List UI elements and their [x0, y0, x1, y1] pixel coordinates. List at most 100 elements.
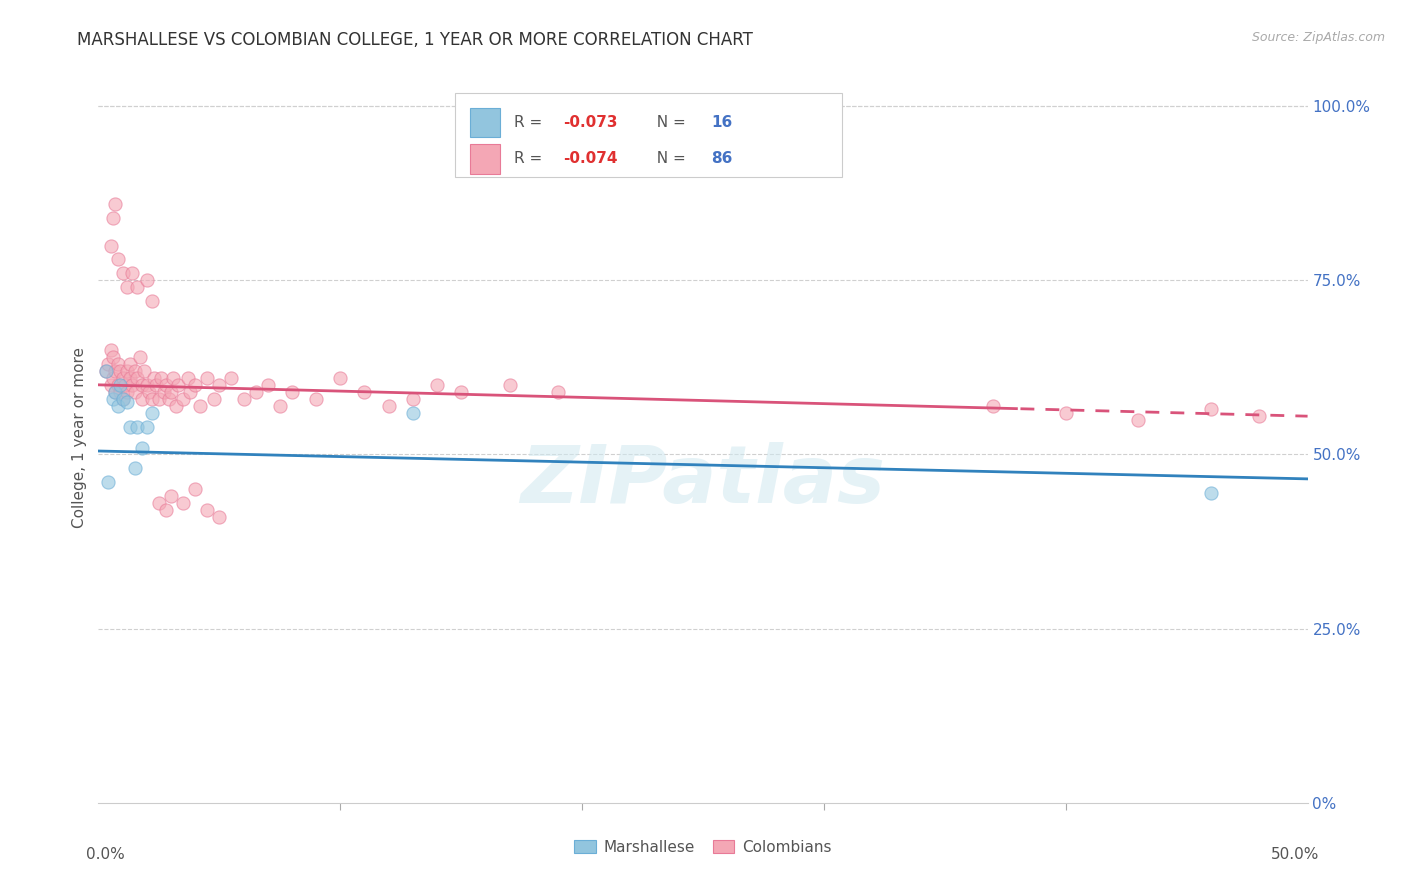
Point: [117, 280, 139, 294]
Point: [145, 377, 167, 392]
Point: [111, 392, 134, 406]
Point: [107, 399, 129, 413]
Point: [114, 377, 136, 392]
Point: [141, 392, 163, 406]
Point: [981, 399, 1004, 413]
Point: [1199, 485, 1222, 500]
Point: [232, 392, 254, 406]
Text: 50.0%: 50.0%: [1271, 847, 1320, 862]
Point: [107, 252, 129, 267]
Bar: [470, 145, 501, 174]
Point: [100, 238, 122, 252]
Point: [94, 364, 117, 378]
Point: [143, 371, 166, 385]
Text: MARSHALLESE VS COLOMBIAN COLLEGE, 1 YEAR OR MORE CORRELATION CHART: MARSHALLESE VS COLOMBIAN COLLEGE, 1 YEAR…: [77, 31, 754, 49]
Point: [100, 377, 122, 392]
Point: [1128, 412, 1150, 426]
Point: [195, 371, 218, 385]
Point: [124, 384, 146, 399]
Point: [152, 384, 174, 399]
Point: [155, 377, 177, 392]
Point: [101, 392, 124, 406]
Text: -0.074: -0.074: [562, 152, 617, 167]
Point: [148, 392, 170, 406]
Point: [108, 377, 131, 392]
Point: [157, 392, 180, 406]
Text: 16: 16: [711, 115, 733, 130]
Point: [128, 350, 150, 364]
Point: [377, 399, 399, 413]
Point: [245, 384, 267, 399]
Point: [135, 419, 157, 434]
Point: [305, 392, 328, 406]
Point: [117, 364, 139, 378]
Point: [94, 364, 117, 378]
Point: [269, 399, 291, 413]
Point: [104, 196, 127, 211]
Point: [100, 343, 122, 357]
Point: [111, 371, 134, 385]
Point: [131, 441, 153, 455]
Point: [118, 419, 141, 434]
Point: [155, 503, 177, 517]
Text: Source: ZipAtlas.com: Source: ZipAtlas.com: [1251, 31, 1385, 45]
Point: [107, 357, 129, 371]
Point: [101, 371, 124, 385]
Text: 86: 86: [711, 152, 733, 167]
Point: [402, 392, 425, 406]
Bar: [470, 108, 501, 137]
Point: [162, 371, 184, 385]
Point: [172, 392, 194, 406]
Text: N =: N =: [647, 115, 690, 130]
Point: [208, 510, 231, 524]
Point: [498, 377, 520, 392]
Point: [1054, 406, 1077, 420]
Point: [179, 384, 201, 399]
Point: [127, 371, 149, 385]
Y-axis label: College, 1 year or more: College, 1 year or more: [72, 347, 87, 527]
Point: [402, 406, 425, 420]
Point: [127, 280, 149, 294]
Point: [118, 371, 141, 385]
Point: [172, 496, 194, 510]
Point: [108, 364, 131, 378]
Point: [353, 384, 375, 399]
Point: [150, 371, 173, 385]
Point: [208, 377, 231, 392]
Point: [160, 489, 183, 503]
Point: [450, 384, 472, 399]
Point: [167, 377, 190, 392]
Point: [135, 377, 157, 392]
Point: [195, 503, 218, 517]
Point: [135, 273, 157, 287]
Text: -0.073: -0.073: [562, 115, 617, 130]
Point: [134, 364, 156, 378]
Point: [426, 377, 449, 392]
Point: [138, 384, 160, 399]
Point: [121, 266, 143, 280]
Text: 0.0%: 0.0%: [86, 847, 125, 862]
Point: [111, 266, 134, 280]
Legend: Marshallese, Colombians: Marshallese, Colombians: [568, 834, 838, 861]
Point: [117, 395, 139, 409]
Point: [97, 357, 120, 371]
Point: [104, 384, 127, 399]
Point: [188, 399, 211, 413]
Point: [117, 384, 139, 399]
Point: [148, 496, 170, 510]
Point: [1199, 402, 1222, 417]
Text: R =: R =: [515, 152, 547, 167]
Point: [141, 294, 163, 309]
Point: [1249, 409, 1271, 424]
Point: [184, 377, 207, 392]
Point: [141, 406, 163, 420]
Point: [111, 392, 134, 406]
Point: [204, 392, 226, 406]
Point: [127, 419, 149, 434]
Point: [108, 384, 131, 399]
Text: ZIPatlas: ZIPatlas: [520, 442, 886, 520]
Point: [124, 461, 146, 475]
Point: [177, 371, 200, 385]
Point: [101, 211, 124, 225]
Point: [329, 371, 352, 385]
